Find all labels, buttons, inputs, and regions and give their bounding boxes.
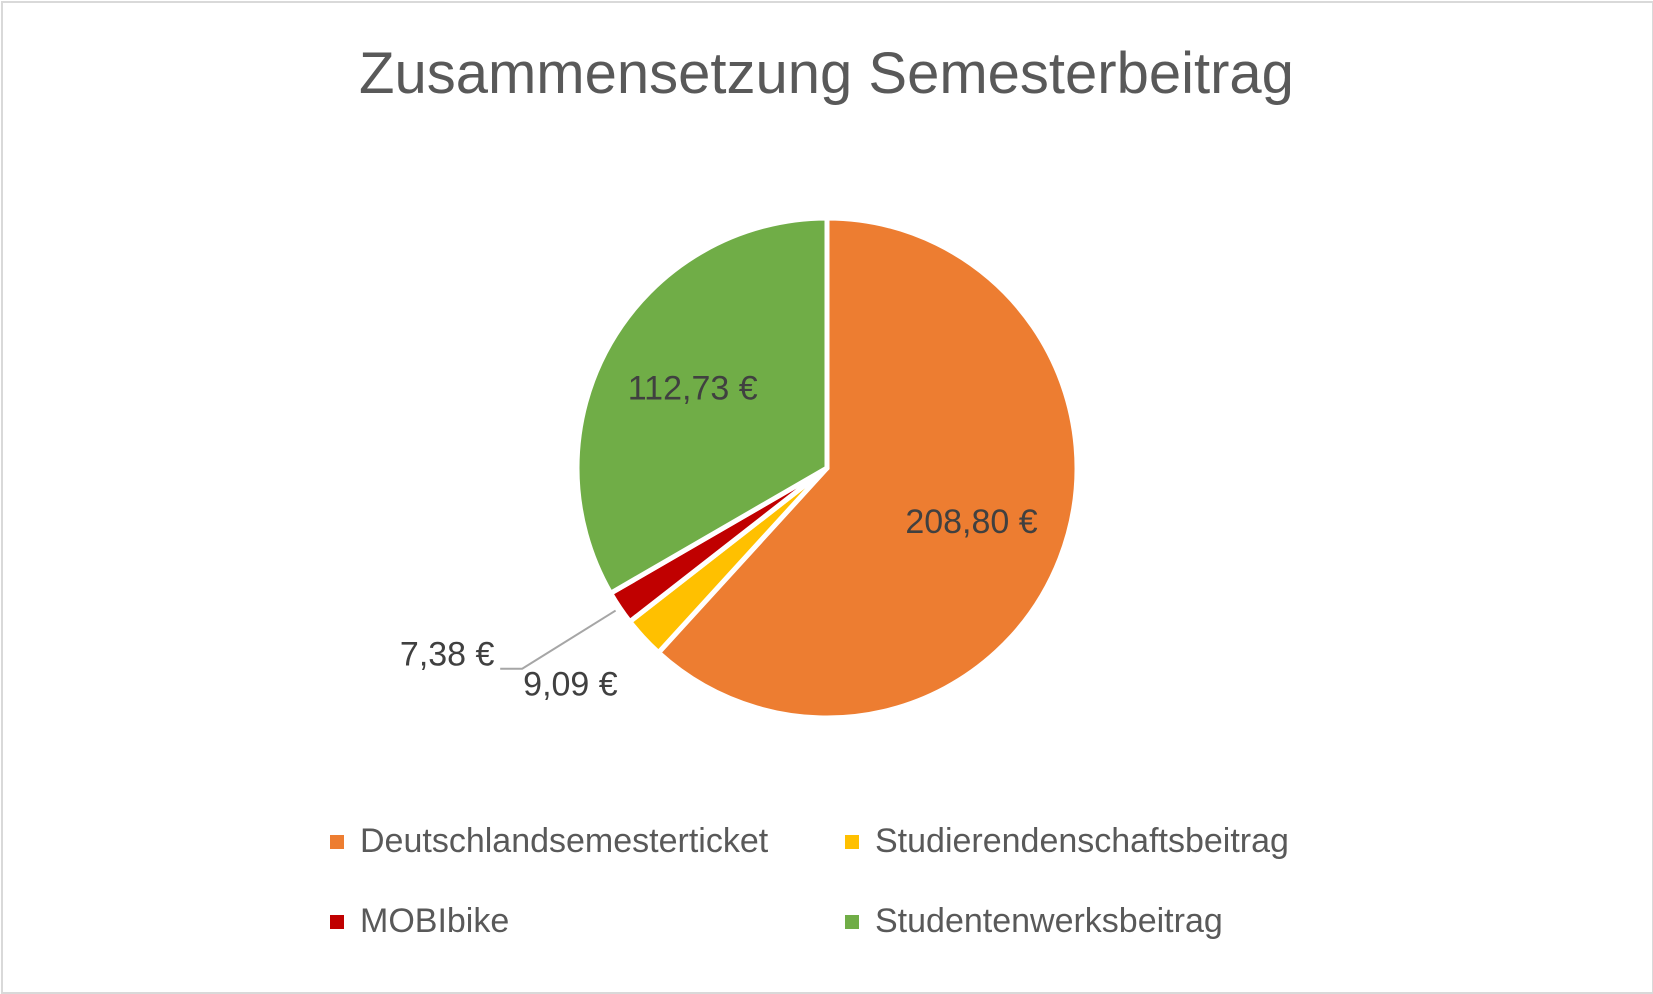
legend-item-deutschlandsemesterticket: Deutschlandsemesterticket (330, 822, 768, 861)
data-label: 112,73 € (628, 370, 758, 408)
legend-label: MOBIbike (360, 902, 510, 940)
legend-swatch-studentenwerksbeitrag (845, 914, 859, 929)
legend: Deutschlandsemesterticket Studierendensc… (330, 822, 1410, 972)
pie-slice-studentenwerksbeitrag (574, 215, 830, 596)
data-label: 9,09 € (523, 665, 618, 703)
data-label: 208,80 € (905, 503, 1037, 541)
legend-item-studentenwerksbeitrag: Studentenwerksbeitrag (845, 902, 1223, 941)
chart-title: Zusammensetzung Semesterbeitrag (359, 41, 1294, 106)
pie-slice-deutschlandsemesterticket (655, 215, 1080, 721)
legend-swatch-deutschlandsemesterticket (330, 834, 344, 849)
legend-label: Studierendenschaftsbeitrag (875, 822, 1289, 860)
data-label: 7,38 € (400, 636, 495, 674)
legend-label: Studentenwerksbeitrag (875, 902, 1223, 940)
leader-line (500, 609, 617, 670)
legend-item-mobibike: MOBIbike (330, 902, 509, 941)
legend-item-studierendenschaftsbeitrag: Studierendenschaftsbeitrag (845, 822, 1289, 861)
legend-swatch-mobibike (330, 914, 344, 929)
legend-label: Deutschlandsemesterticket (360, 822, 769, 860)
legend-swatch-studierendenschaftsbeitrag (845, 834, 859, 849)
